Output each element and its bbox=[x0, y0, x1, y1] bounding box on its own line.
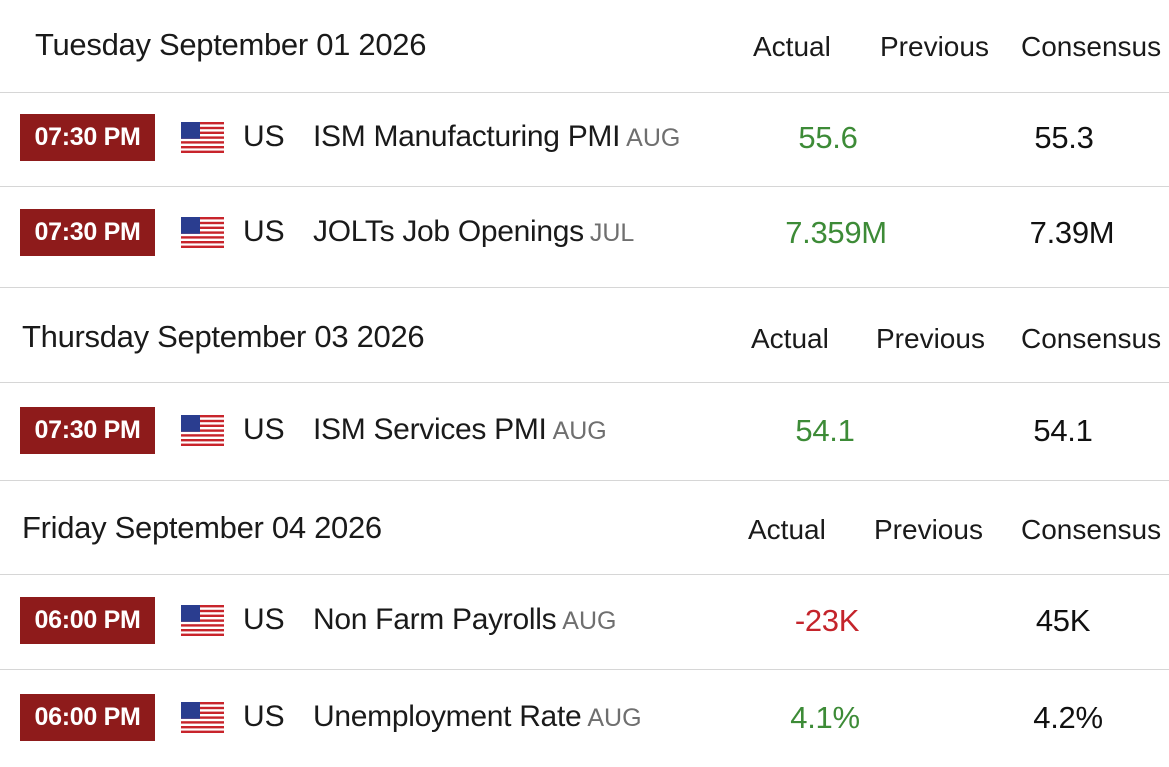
event-row[interactable]: 06:00 PM US Non Farm Payrolls AUG -23K 45… bbox=[0, 575, 1169, 670]
column-header-actual: Actual bbox=[751, 323, 829, 354]
consensus-value: 55.3 bbox=[1034, 120, 1094, 155]
day-header: Friday September 04 2026 Actual Previous… bbox=[0, 481, 1169, 575]
event-period: AUG bbox=[562, 607, 617, 635]
consensus-value: 7.39M bbox=[1029, 215, 1115, 250]
country-code: US bbox=[243, 603, 285, 636]
consensus-value: 4.2% bbox=[1033, 700, 1103, 735]
event-name[interactable]: Unemployment Rate AUG bbox=[313, 700, 642, 734]
event-period: JUL bbox=[589, 219, 635, 247]
us-flag-icon bbox=[181, 217, 224, 248]
actual-value: 55.6 bbox=[798, 120, 858, 155]
time-badge[interactable]: 06:00 PM bbox=[20, 597, 155, 644]
day-header: Tuesday September 01 2026 Actual Previou… bbox=[0, 0, 1169, 93]
day-date: Thursday September 03 2026 bbox=[22, 319, 425, 354]
column-header-actual: Actual bbox=[753, 31, 831, 62]
event-period: AUG bbox=[587, 704, 642, 732]
time-badge[interactable]: 06:00 PM bbox=[20, 694, 155, 741]
consensus-value: 45K bbox=[1035, 603, 1091, 638]
event-title: JOLTs Job Openings bbox=[313, 215, 584, 248]
event-name[interactable]: ISM Services PMI AUG bbox=[313, 413, 607, 447]
event-row[interactable]: 07:30 PM US ISM Manufacturing PMI AUG 55.… bbox=[0, 92, 1169, 187]
event-name[interactable]: ISM Manufacturing PMI AUG bbox=[313, 120, 680, 154]
actual-value: 7.359M bbox=[785, 215, 887, 250]
event-row[interactable]: 07:30 PM US JOLTs Job Openings JUL 7.359M… bbox=[0, 187, 1169, 288]
event-title: Non Farm Payrolls bbox=[313, 603, 557, 636]
event-row[interactable]: 06:00 PM US Unemployment Rate AUG 4.1% 4.… bbox=[0, 670, 1169, 767]
column-header-previous: Previous bbox=[874, 514, 983, 545]
us-flag-icon bbox=[181, 122, 224, 153]
time-badge[interactable]: 07:30 PM bbox=[20, 114, 155, 161]
column-header-previous: Previous bbox=[876, 323, 985, 354]
event-row[interactable]: 07:30 PM US ISM Services PMI AUG 54.1 54.… bbox=[0, 383, 1169, 481]
day-date: Friday September 04 2026 bbox=[22, 510, 382, 545]
event-title: Unemployment Rate bbox=[313, 700, 582, 733]
us-flag-icon bbox=[181, 605, 224, 636]
country-code: US bbox=[243, 700, 285, 733]
column-header-consensus: Consensus bbox=[1021, 514, 1162, 545]
country-code: US bbox=[243, 413, 285, 446]
country-code: US bbox=[243, 215, 285, 248]
actual-value: -23K bbox=[794, 603, 860, 638]
day-date: Tuesday September 01 2026 bbox=[35, 27, 427, 62]
time-badge[interactable]: 07:30 PM bbox=[20, 209, 155, 256]
event-title: ISM Manufacturing PMI bbox=[313, 120, 621, 153]
us-flag-icon bbox=[181, 702, 224, 733]
day-header: Thursday September 03 2026 Actual Previo… bbox=[0, 288, 1169, 383]
actual-value: 4.1% bbox=[790, 700, 860, 735]
event-period: AUG bbox=[552, 417, 607, 445]
column-header-consensus: Consensus bbox=[1021, 31, 1162, 62]
consensus-value: 54.1 bbox=[1033, 413, 1093, 448]
time-badge[interactable]: 07:30 PM bbox=[20, 407, 155, 454]
country-code: US bbox=[243, 120, 285, 153]
column-header-actual: Actual bbox=[748, 514, 826, 545]
actual-value: 54.1 bbox=[795, 413, 855, 448]
event-period: AUG bbox=[626, 124, 681, 152]
event-name[interactable]: Non Farm Payrolls AUG bbox=[313, 603, 616, 637]
column-header-previous: Previous bbox=[880, 31, 989, 62]
us-flag-icon bbox=[181, 415, 224, 446]
event-name[interactable]: JOLTs Job Openings JUL bbox=[313, 215, 634, 249]
column-header-consensus: Consensus bbox=[1021, 323, 1162, 354]
event-title: ISM Services PMI bbox=[313, 413, 547, 446]
